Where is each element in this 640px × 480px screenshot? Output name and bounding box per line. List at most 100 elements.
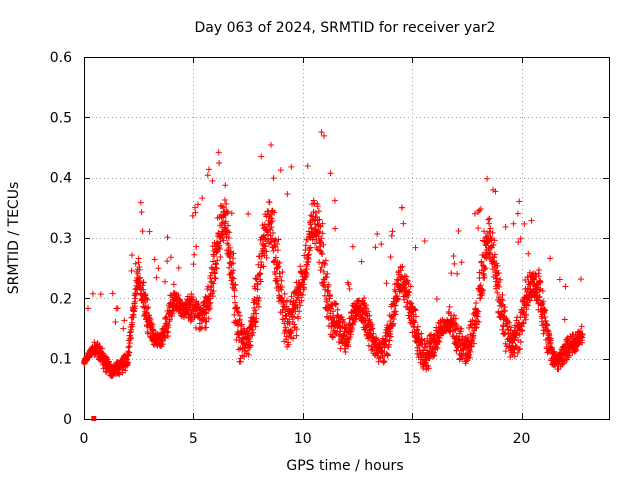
data-point bbox=[222, 218, 229, 225]
data-point bbox=[268, 215, 275, 222]
data-point bbox=[138, 209, 145, 216]
data-point bbox=[334, 312, 341, 319]
data-point bbox=[145, 304, 152, 311]
data-point bbox=[311, 200, 318, 207]
data-point bbox=[504, 318, 511, 325]
data-point bbox=[312, 221, 319, 228]
data-point bbox=[458, 259, 465, 266]
data-point bbox=[399, 263, 406, 270]
data-point bbox=[578, 323, 585, 330]
data-point bbox=[433, 295, 440, 302]
data-point bbox=[508, 324, 515, 331]
data-point bbox=[477, 295, 484, 302]
data-point bbox=[504, 323, 511, 330]
data-point bbox=[474, 313, 481, 320]
data-point bbox=[278, 294, 285, 301]
data-point bbox=[394, 276, 401, 283]
data-point bbox=[453, 322, 460, 329]
data-point bbox=[263, 248, 270, 255]
data-point bbox=[321, 261, 328, 268]
data-point bbox=[390, 315, 397, 322]
y-tick-label: 0.3 bbox=[50, 231, 72, 247]
data-point bbox=[215, 149, 222, 156]
data-point bbox=[245, 351, 252, 358]
data-point bbox=[486, 250, 493, 257]
data-point bbox=[385, 341, 392, 348]
data-point bbox=[232, 299, 239, 306]
data-point bbox=[144, 296, 151, 303]
data-point bbox=[486, 220, 493, 227]
data-point bbox=[470, 340, 477, 347]
data-point bbox=[333, 300, 340, 307]
data-point bbox=[279, 268, 286, 275]
data-point bbox=[332, 301, 339, 308]
data-point bbox=[324, 288, 331, 295]
data-point bbox=[405, 292, 412, 299]
data-point bbox=[222, 182, 229, 189]
data-point bbox=[226, 264, 233, 271]
data-point bbox=[538, 299, 545, 306]
data-point bbox=[98, 351, 105, 358]
data-point bbox=[467, 348, 474, 355]
data-point bbox=[260, 263, 267, 270]
data-point bbox=[483, 255, 490, 262]
data-point bbox=[318, 264, 325, 271]
data-point bbox=[140, 299, 147, 306]
data-point bbox=[451, 260, 458, 267]
data-point bbox=[457, 328, 464, 335]
data-point bbox=[375, 358, 382, 365]
data-point bbox=[212, 261, 219, 268]
data-point bbox=[317, 223, 324, 230]
data-point bbox=[156, 342, 163, 349]
data-point bbox=[244, 347, 251, 354]
data-point bbox=[205, 166, 212, 173]
data-point bbox=[319, 230, 326, 237]
x-tick-label: 20 bbox=[513, 431, 531, 447]
data-point bbox=[257, 278, 264, 285]
data-point bbox=[542, 307, 549, 314]
data-point bbox=[386, 337, 393, 344]
data-point bbox=[346, 321, 353, 328]
data-point bbox=[230, 275, 237, 282]
data-point bbox=[257, 270, 264, 277]
data-point bbox=[303, 271, 310, 278]
data-point bbox=[498, 302, 505, 309]
data-point bbox=[519, 327, 526, 334]
data-point bbox=[468, 343, 475, 350]
data-point bbox=[230, 267, 237, 274]
data-point bbox=[579, 339, 586, 346]
data-point bbox=[481, 266, 488, 273]
data-point bbox=[268, 224, 275, 231]
data-point bbox=[226, 229, 233, 236]
data-point bbox=[484, 175, 491, 182]
data-point bbox=[151, 256, 158, 263]
data-point bbox=[491, 254, 498, 261]
data-point bbox=[381, 358, 388, 365]
data-point bbox=[167, 300, 174, 307]
data-point bbox=[539, 288, 546, 295]
data-point bbox=[392, 311, 399, 318]
data-point bbox=[245, 210, 252, 217]
data-point bbox=[425, 365, 432, 372]
data-point bbox=[237, 358, 244, 365]
data-point bbox=[170, 281, 177, 288]
data-point bbox=[164, 329, 171, 336]
data-point bbox=[384, 352, 391, 359]
data-point bbox=[521, 220, 528, 227]
y-tick-label: 0 bbox=[63, 412, 72, 428]
data-point bbox=[492, 188, 499, 195]
data-point bbox=[221, 196, 228, 203]
data-point bbox=[327, 292, 334, 299]
data-point bbox=[341, 345, 348, 352]
data-point bbox=[247, 342, 254, 349]
data-point bbox=[350, 321, 357, 328]
data-point bbox=[263, 254, 270, 261]
chart-title: Day 063 of 2024, SRMTID for receiver yar… bbox=[195, 20, 496, 36]
data-point bbox=[334, 306, 341, 313]
data-point bbox=[331, 197, 338, 204]
data-point bbox=[134, 270, 141, 277]
data-point bbox=[330, 313, 337, 320]
data-point bbox=[486, 249, 493, 256]
data-point bbox=[208, 284, 215, 291]
data-point bbox=[235, 309, 242, 316]
